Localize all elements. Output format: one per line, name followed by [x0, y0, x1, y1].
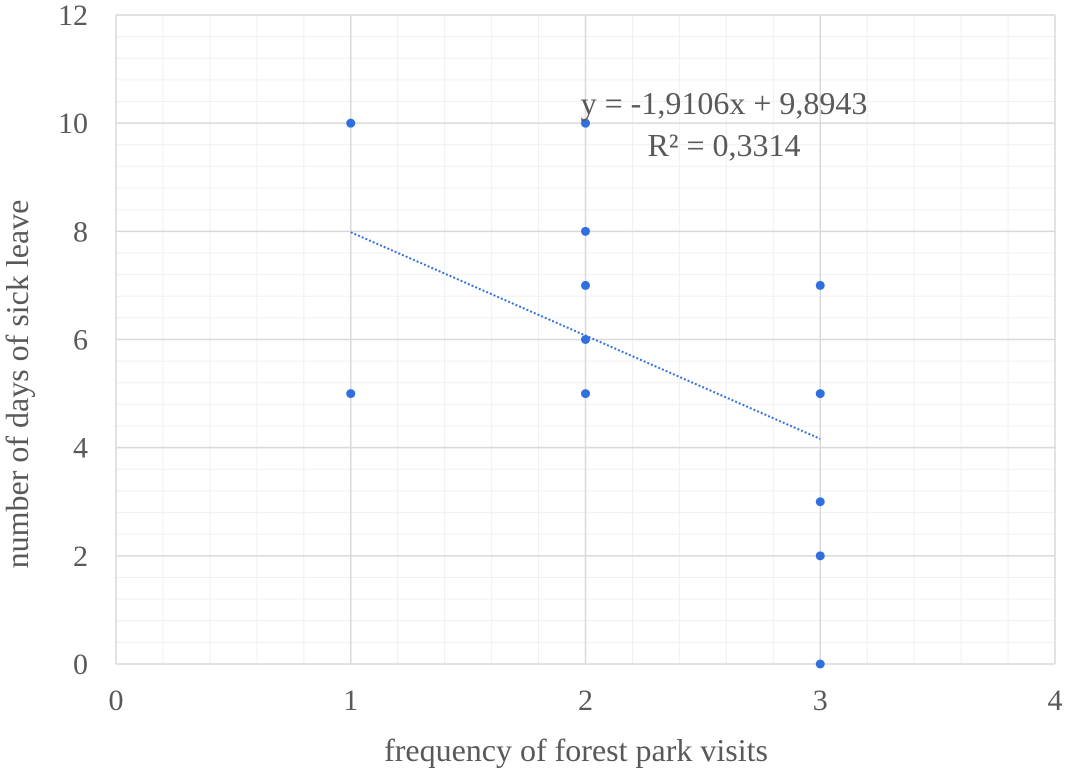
- y-tick-label: 2: [73, 540, 88, 573]
- y-axis-title: number of days of sick leave: [0, 200, 35, 569]
- x-tick-label: 0: [109, 684, 124, 717]
- x-tick-label: 2: [578, 684, 593, 717]
- data-points: [346, 118, 825, 669]
- y-axis-tick-labels: 0 2 4 6 8 10 12: [58, 0, 88, 681]
- y-tick-label: 12: [58, 0, 88, 32]
- x-tick-label: 3: [813, 684, 828, 717]
- y-tick-label: 8: [73, 215, 88, 248]
- y-tick-label: 10: [58, 107, 88, 140]
- data-point: [346, 389, 356, 399]
- data-point: [581, 226, 590, 236]
- data-point: [346, 118, 356, 128]
- y-tick-label: 4: [73, 432, 88, 465]
- x-tick-label: 1: [343, 684, 358, 717]
- data-point: [581, 335, 590, 344]
- data-point: [815, 551, 825, 561]
- data-point: [581, 280, 590, 290]
- x-tick-label: 4: [1048, 684, 1063, 717]
- data-point: [815, 659, 825, 669]
- trendline-r-squared: R² = 0,3314: [648, 127, 801, 163]
- data-point: [581, 118, 590, 128]
- trendline-equation: y = -1,9106x + 9,8943: [581, 85, 868, 121]
- data-point: [815, 280, 825, 290]
- x-axis-title: frequency of forest park visits: [384, 732, 768, 768]
- y-tick-label: 6: [73, 324, 88, 357]
- data-point: [815, 389, 825, 399]
- data-point: [581, 389, 590, 399]
- data-point: [815, 497, 825, 507]
- y-tick-label: 0: [73, 648, 88, 681]
- x-axis-tick-labels: 0 1 2 3 4: [109, 684, 1063, 717]
